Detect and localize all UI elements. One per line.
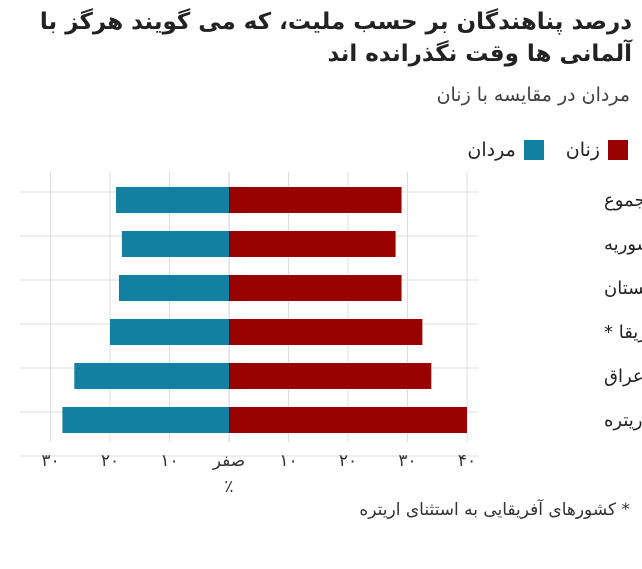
tick-label: ۳۰ xyxy=(41,451,59,471)
category-label: مجموع xyxy=(604,190,642,211)
tick-label: ۴۰ xyxy=(458,451,476,471)
category-label: عراق xyxy=(604,366,642,387)
tick-label: ۱۰ xyxy=(160,451,178,471)
bar-men xyxy=(74,363,229,389)
category-label: اریتره xyxy=(604,410,642,431)
bar-chart: مجموع سوریه افغانستان بقیه آفریقا * عراق اریت… xyxy=(20,172,642,497)
tick-label: ۳۰ xyxy=(398,451,416,471)
x-axis-label: ٪ xyxy=(224,477,233,497)
category-label: بقیه آفریقا * xyxy=(604,320,642,343)
tick-label: ۱۰ xyxy=(279,451,297,471)
legend-item-men: مردان xyxy=(467,139,544,161)
bar-men xyxy=(121,231,229,257)
legend-swatch-women xyxy=(608,140,628,160)
tick-label: ۲۰ xyxy=(339,451,357,471)
tick-label: ۲۰ xyxy=(101,451,119,471)
chart-subtitle: مردان در مقایسه با زنان xyxy=(436,84,630,106)
legend: زنان مردان xyxy=(467,137,628,163)
bar-men xyxy=(115,187,229,213)
bar-women xyxy=(229,275,402,301)
bar-men xyxy=(118,275,229,301)
legend-item-women: زنان xyxy=(566,139,628,161)
bar-women xyxy=(229,319,423,345)
bar-women xyxy=(229,363,432,389)
category-label: افغانستان xyxy=(604,278,642,299)
bar-women xyxy=(229,231,396,257)
bar-men xyxy=(62,407,230,433)
bar-men xyxy=(110,319,229,345)
category-label: سوریه xyxy=(604,234,642,255)
legend-label-men: مردان xyxy=(467,139,516,161)
footnote: * کشورهای آفریقایی به استثنای اریتره xyxy=(359,500,630,520)
chart-title: درصد پناهندگان بر حسب ملیت، که می گویند … xyxy=(39,9,632,67)
bar-women xyxy=(229,187,402,213)
legend-swatch-men xyxy=(523,140,544,160)
tick-label: صفر xyxy=(212,451,245,471)
legend-label-women: زنان xyxy=(565,139,600,161)
bar-women xyxy=(229,407,467,433)
